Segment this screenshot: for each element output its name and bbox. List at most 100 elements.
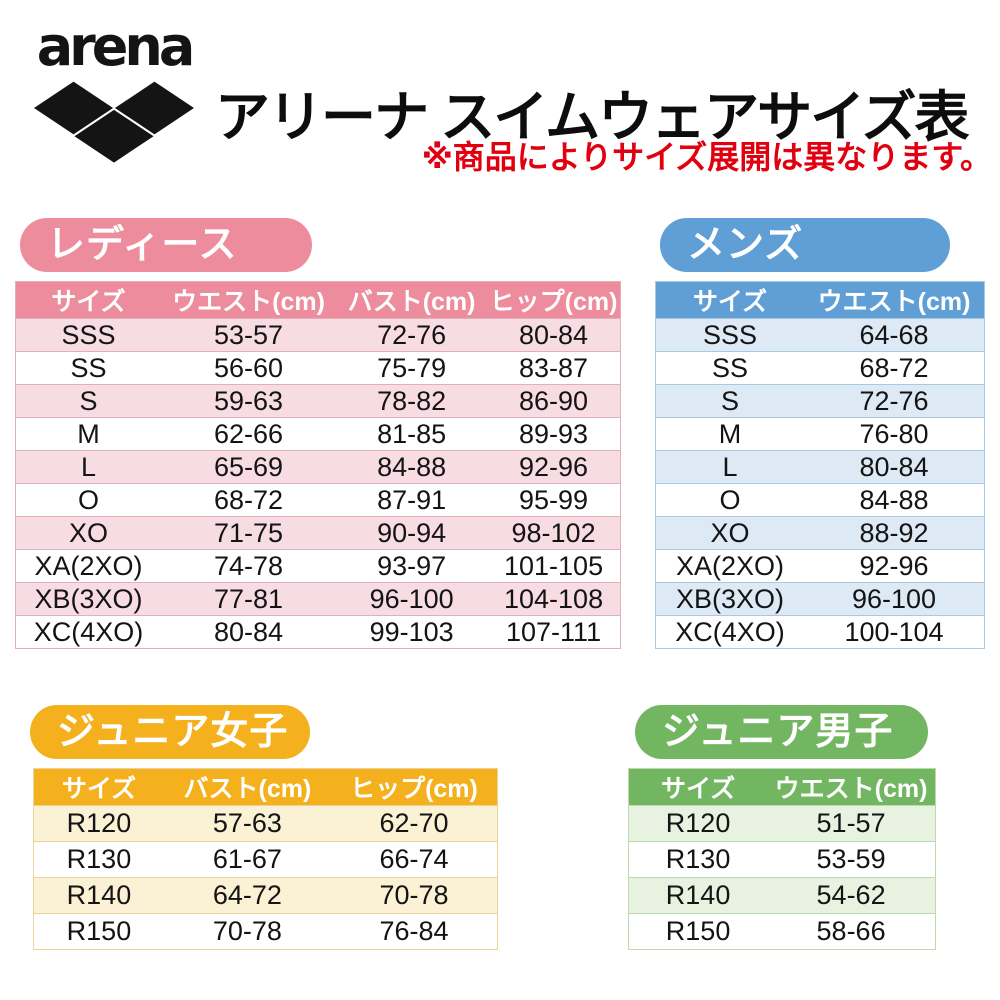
size-cell: 83-87 <box>487 351 621 385</box>
size-cell: 59-63 <box>160 384 337 418</box>
size-cell: 80-84 <box>487 318 621 352</box>
size-cell: 87-91 <box>336 483 488 517</box>
junior-girls-header-row: サイズ バスト(cm) ヒップ(cm) <box>33 768 498 806</box>
junior-boys-size-table: サイズ ウエスト(cm) R120 51-57 R130 53-59 R140 54-62 R… <box>628 768 936 950</box>
size-cell: 78-82 <box>336 384 488 418</box>
junior-boys-header-row: サイズ ウエスト(cm) <box>628 768 936 806</box>
column-header: ウエスト(cm) <box>804 281 985 319</box>
size-cell: R130 <box>33 841 164 878</box>
size-cell: 54-62 <box>767 877 936 914</box>
size-cell: 92-96 <box>487 450 621 484</box>
size-cell: 65-69 <box>160 450 337 484</box>
size-cell: 81-85 <box>336 417 488 451</box>
size-cell: R150 <box>33 913 164 950</box>
table-row: XO 71-75 90-94 98-102 <box>15 516 621 550</box>
junior-boys-badge: ジュニア男子 <box>635 705 928 759</box>
size-cell: 68-72 <box>160 483 337 517</box>
size-cell: 80-84 <box>804 450 985 484</box>
mens-header-row: サイズ ウエスト(cm) <box>655 281 985 319</box>
column-header: サイズ <box>15 281 161 319</box>
size-cell: R120 <box>33 805 164 842</box>
column-header: ヒップ(cm) <box>487 281 621 319</box>
size-cell: 90-94 <box>336 516 488 550</box>
size-cell: 98-102 <box>487 516 621 550</box>
size-cell: O <box>655 483 805 517</box>
size-cell: 88-92 <box>804 516 985 550</box>
table-row: L 80-84 <box>655 450 985 484</box>
size-cell: SSS <box>655 318 805 352</box>
size-cell: 100-104 <box>804 615 985 649</box>
size-cell: 95-99 <box>487 483 621 517</box>
junior-girls-section: ジュニア女子 サイズ バスト(cm) ヒップ(cm) R120 57-63 62-70 R… <box>30 705 498 950</box>
size-cell: R150 <box>628 913 768 950</box>
size-variation-note: ※商品によりサイズ展開は異なります。 <box>421 139 992 175</box>
size-cell: S <box>655 384 805 418</box>
mens-size-table: サイズ ウエスト(cm) SSS 64-68 SS 68-72 S 72-76 M 76-80 L… <box>655 281 985 649</box>
column-header: バスト(cm) <box>163 768 331 806</box>
size-cell: R130 <box>628 841 768 878</box>
table-row: SS 68-72 <box>655 351 985 385</box>
size-cell: 70-78 <box>330 877 498 914</box>
table-row: SSS 53-57 72-76 80-84 <box>15 318 621 352</box>
size-cell: 89-93 <box>487 417 621 451</box>
size-cell: 61-67 <box>163 841 331 878</box>
table-row: R140 64-72 70-78 <box>33 877 498 914</box>
mens-section: メンズ サイズ ウエスト(cm) SSS 64-68 SS 68-72 S 72-76 M 76… <box>655 218 985 649</box>
size-cell: 51-57 <box>767 805 936 842</box>
size-cell: 72-76 <box>804 384 985 418</box>
column-header: サイズ <box>628 768 768 806</box>
table-row: S 72-76 <box>655 384 985 418</box>
ladies-badge: レディース <box>20 218 312 272</box>
size-cell: S <box>15 384 161 418</box>
mens-badge: メンズ <box>660 218 950 272</box>
table-row: XO 88-92 <box>655 516 985 550</box>
junior-girls-size-table: サイズ バスト(cm) ヒップ(cm) R120 57-63 62-70 R130 61-6… <box>33 768 498 950</box>
table-row: O 68-72 87-91 95-99 <box>15 483 621 517</box>
size-cell: 68-72 <box>804 351 985 385</box>
table-row: SS 56-60 75-79 83-87 <box>15 351 621 385</box>
size-cell: 64-72 <box>163 877 331 914</box>
size-cell: XC(4XO) <box>15 615 161 649</box>
table-row: R130 53-59 <box>628 841 936 878</box>
size-cell: 93-97 <box>336 549 488 583</box>
size-cell: O <box>15 483 161 517</box>
size-cell: 62-66 <box>160 417 337 451</box>
size-cell: 99-103 <box>336 615 488 649</box>
size-cell: L <box>15 450 161 484</box>
size-cell: XA(2XO) <box>655 549 805 583</box>
size-cell: XO <box>655 516 805 550</box>
table-row: XB(3XO) 77-81 96-100 104-108 <box>15 582 621 616</box>
table-row: SSS 64-68 <box>655 318 985 352</box>
size-cell: M <box>15 417 161 451</box>
size-cell: 104-108 <box>487 582 621 616</box>
size-cell: 71-75 <box>160 516 337 550</box>
size-cell: 80-84 <box>160 615 337 649</box>
page-title: アリーナ スイムウェアサイズ表 <box>215 85 970 148</box>
size-cell: 86-90 <box>487 384 621 418</box>
size-cell: 101-105 <box>487 549 621 583</box>
size-cell: 84-88 <box>804 483 985 517</box>
size-cell: R140 <box>628 877 768 914</box>
size-cell: 70-78 <box>163 913 331 950</box>
size-cell: 84-88 <box>336 450 488 484</box>
table-row: XB(3XO) 96-100 <box>655 582 985 616</box>
junior-girls-badge: ジュニア女子 <box>30 705 310 759</box>
table-row: O 84-88 <box>655 483 985 517</box>
size-cell: 76-84 <box>330 913 498 950</box>
junior-boys-section: ジュニア男子 サイズ ウエスト(cm) R120 51-57 R130 53-59 R14… <box>628 705 936 950</box>
size-cell: 53-57 <box>160 318 337 352</box>
arena-logo-wordmark: arena <box>36 15 196 78</box>
size-cell: R120 <box>628 805 768 842</box>
size-cell: 72-76 <box>336 318 488 352</box>
size-cell: 57-63 <box>163 805 331 842</box>
column-header: バスト(cm) <box>336 281 488 319</box>
column-header: サイズ <box>655 281 805 319</box>
size-cell: XA(2XO) <box>15 549 161 583</box>
column-header: ウエスト(cm) <box>767 768 936 806</box>
size-cell: 92-96 <box>804 549 985 583</box>
ladies-header-row: サイズ ウエスト(cm) バスト(cm) ヒップ(cm) <box>15 281 621 319</box>
column-header: ウエスト(cm) <box>160 281 337 319</box>
size-cell: 53-59 <box>767 841 936 878</box>
size-cell: L <box>655 450 805 484</box>
